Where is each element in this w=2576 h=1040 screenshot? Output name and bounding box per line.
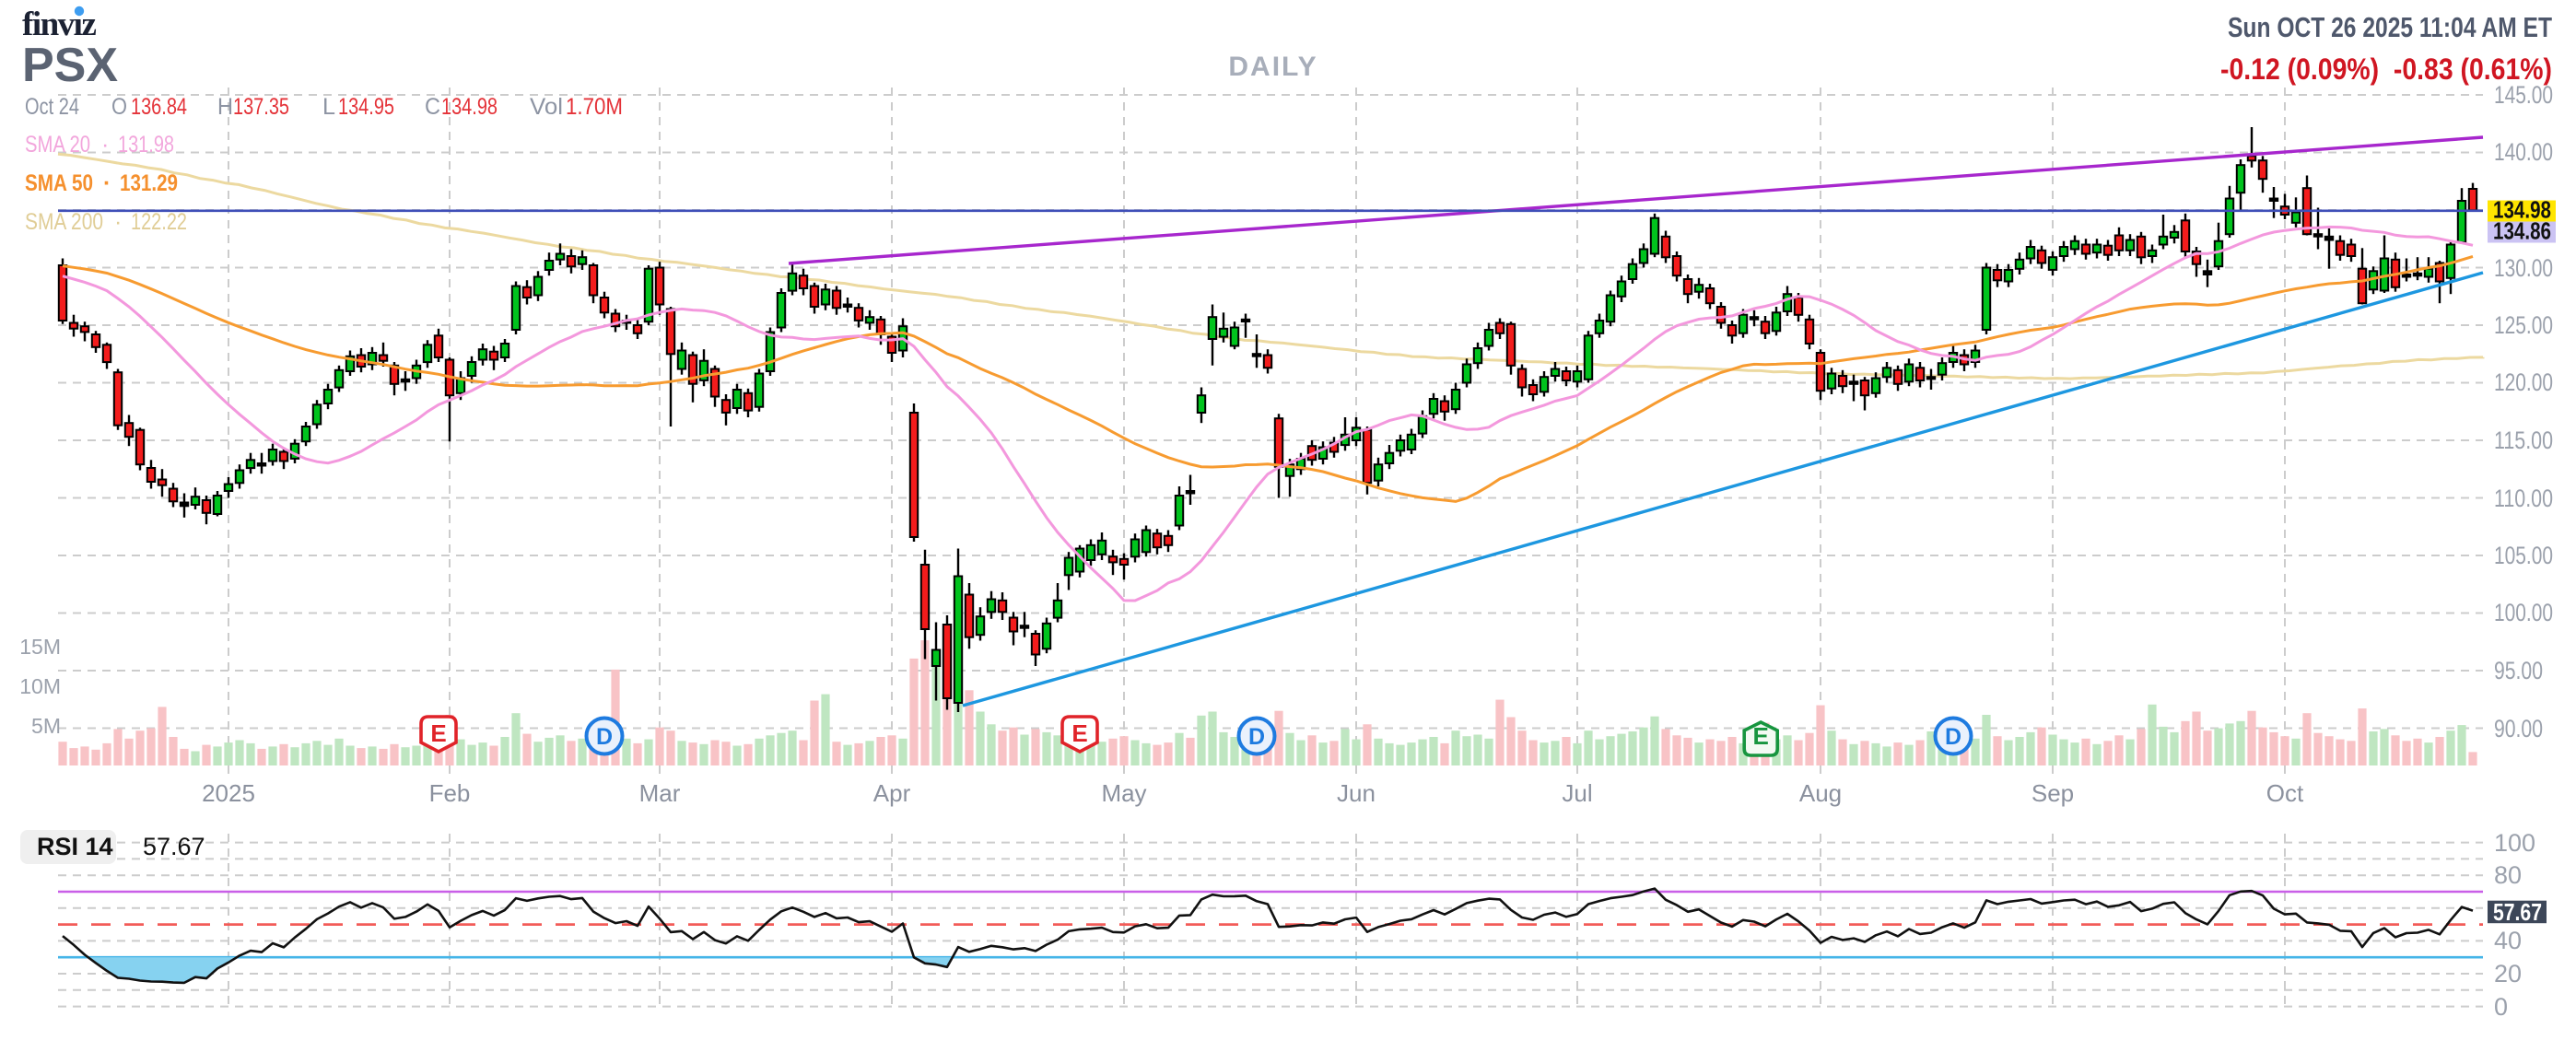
svg-text:110.00: 110.00: [2494, 485, 2553, 512]
svg-text:20: 20: [2494, 960, 2522, 987]
svg-text:130.00: 130.00: [2494, 254, 2553, 282]
svg-text:95.00: 95.00: [2494, 657, 2543, 684]
svg-text:Vol: Vol: [530, 94, 563, 120]
svg-text:DAILY: DAILY: [1228, 52, 1317, 82]
svg-text:136.84: 136.84: [131, 94, 187, 120]
svg-text:Sep: Sep: [2032, 779, 2074, 807]
svg-text:140.00: 140.00: [2494, 138, 2553, 166]
svg-text:Jul: Jul: [1562, 779, 1592, 807]
svg-text:E: E: [430, 719, 446, 747]
svg-text:57.67: 57.67: [2493, 898, 2542, 926]
svg-text:80: 80: [2494, 861, 2522, 889]
svg-text:·: ·: [114, 209, 122, 235]
svg-text:120.00: 120.00: [2494, 368, 2553, 396]
svg-text:1.70M: 1.70M: [566, 94, 623, 120]
svg-text:Jun: Jun: [1337, 779, 1376, 807]
svg-text:E: E: [1753, 722, 1769, 750]
svg-text:40: 40: [2494, 927, 2522, 954]
svg-text:D: D: [596, 724, 613, 750]
svg-text:L: L: [322, 94, 335, 120]
svg-text:134.98: 134.98: [2493, 196, 2551, 224]
svg-text:134.98: 134.98: [441, 94, 498, 120]
svg-text:RSI 14: RSI 14: [37, 833, 113, 860]
svg-text:105.00: 105.00: [2494, 542, 2553, 569]
svg-text:5M: 5M: [31, 714, 61, 738]
svg-text:131.98: 131.98: [118, 132, 174, 158]
svg-text:134.95: 134.95: [338, 94, 394, 120]
svg-text:Mar: Mar: [639, 779, 681, 807]
svg-text:E: E: [1071, 719, 1087, 747]
svg-text:·: ·: [103, 170, 111, 196]
svg-text:0: 0: [2494, 993, 2508, 1021]
svg-text:57.67: 57.67: [143, 833, 205, 860]
svg-text:Sun OCT 26 2025 11:04 AM ET: Sun OCT 26 2025 11:04 AM ET: [2228, 11, 2552, 43]
svg-text:May: May: [1101, 779, 1146, 807]
svg-text:C: C: [425, 94, 440, 120]
svg-text:SMA 20: SMA 20: [25, 132, 90, 158]
svg-text:122.22: 122.22: [131, 209, 187, 235]
svg-text:D: D: [1945, 724, 1961, 750]
svg-text:100.00: 100.00: [2494, 599, 2553, 626]
svg-text:Aug: Aug: [1799, 779, 1842, 807]
svg-text:-0.12 (0.09%) -0.83 (0.61%): -0.12 (0.09%) -0.83 (0.61%): [2220, 53, 2552, 86]
svg-text:D: D: [1248, 724, 1265, 750]
svg-text:90.00: 90.00: [2494, 715, 2543, 742]
svg-text:100: 100: [2494, 829, 2535, 857]
svg-text:15M: 15M: [19, 635, 61, 659]
svg-text:finviz: finviz: [22, 6, 96, 43]
svg-text:131.29: 131.29: [120, 170, 178, 196]
svg-text:H: H: [217, 94, 233, 120]
svg-text:Oct 24: Oct 24: [25, 94, 79, 120]
svg-text:Feb: Feb: [429, 779, 471, 807]
svg-text:Oct: Oct: [2266, 779, 2304, 807]
svg-text:145.00: 145.00: [2494, 81, 2553, 109]
svg-text:125.00: 125.00: [2494, 311, 2553, 339]
svg-text:Apr: Apr: [873, 779, 911, 807]
svg-text:SMA 50: SMA 50: [25, 170, 93, 196]
svg-text:10M: 10M: [19, 674, 61, 698]
svg-text:·: ·: [101, 132, 109, 158]
svg-text:115.00: 115.00: [2494, 427, 2553, 454]
svg-text:PSX: PSX: [22, 39, 118, 92]
svg-text:2025: 2025: [202, 779, 255, 807]
svg-text:O: O: [111, 94, 127, 120]
svg-text:SMA 200: SMA 200: [25, 209, 103, 235]
svg-text:134.86: 134.86: [2493, 217, 2551, 245]
svg-text:137.35: 137.35: [233, 94, 289, 120]
